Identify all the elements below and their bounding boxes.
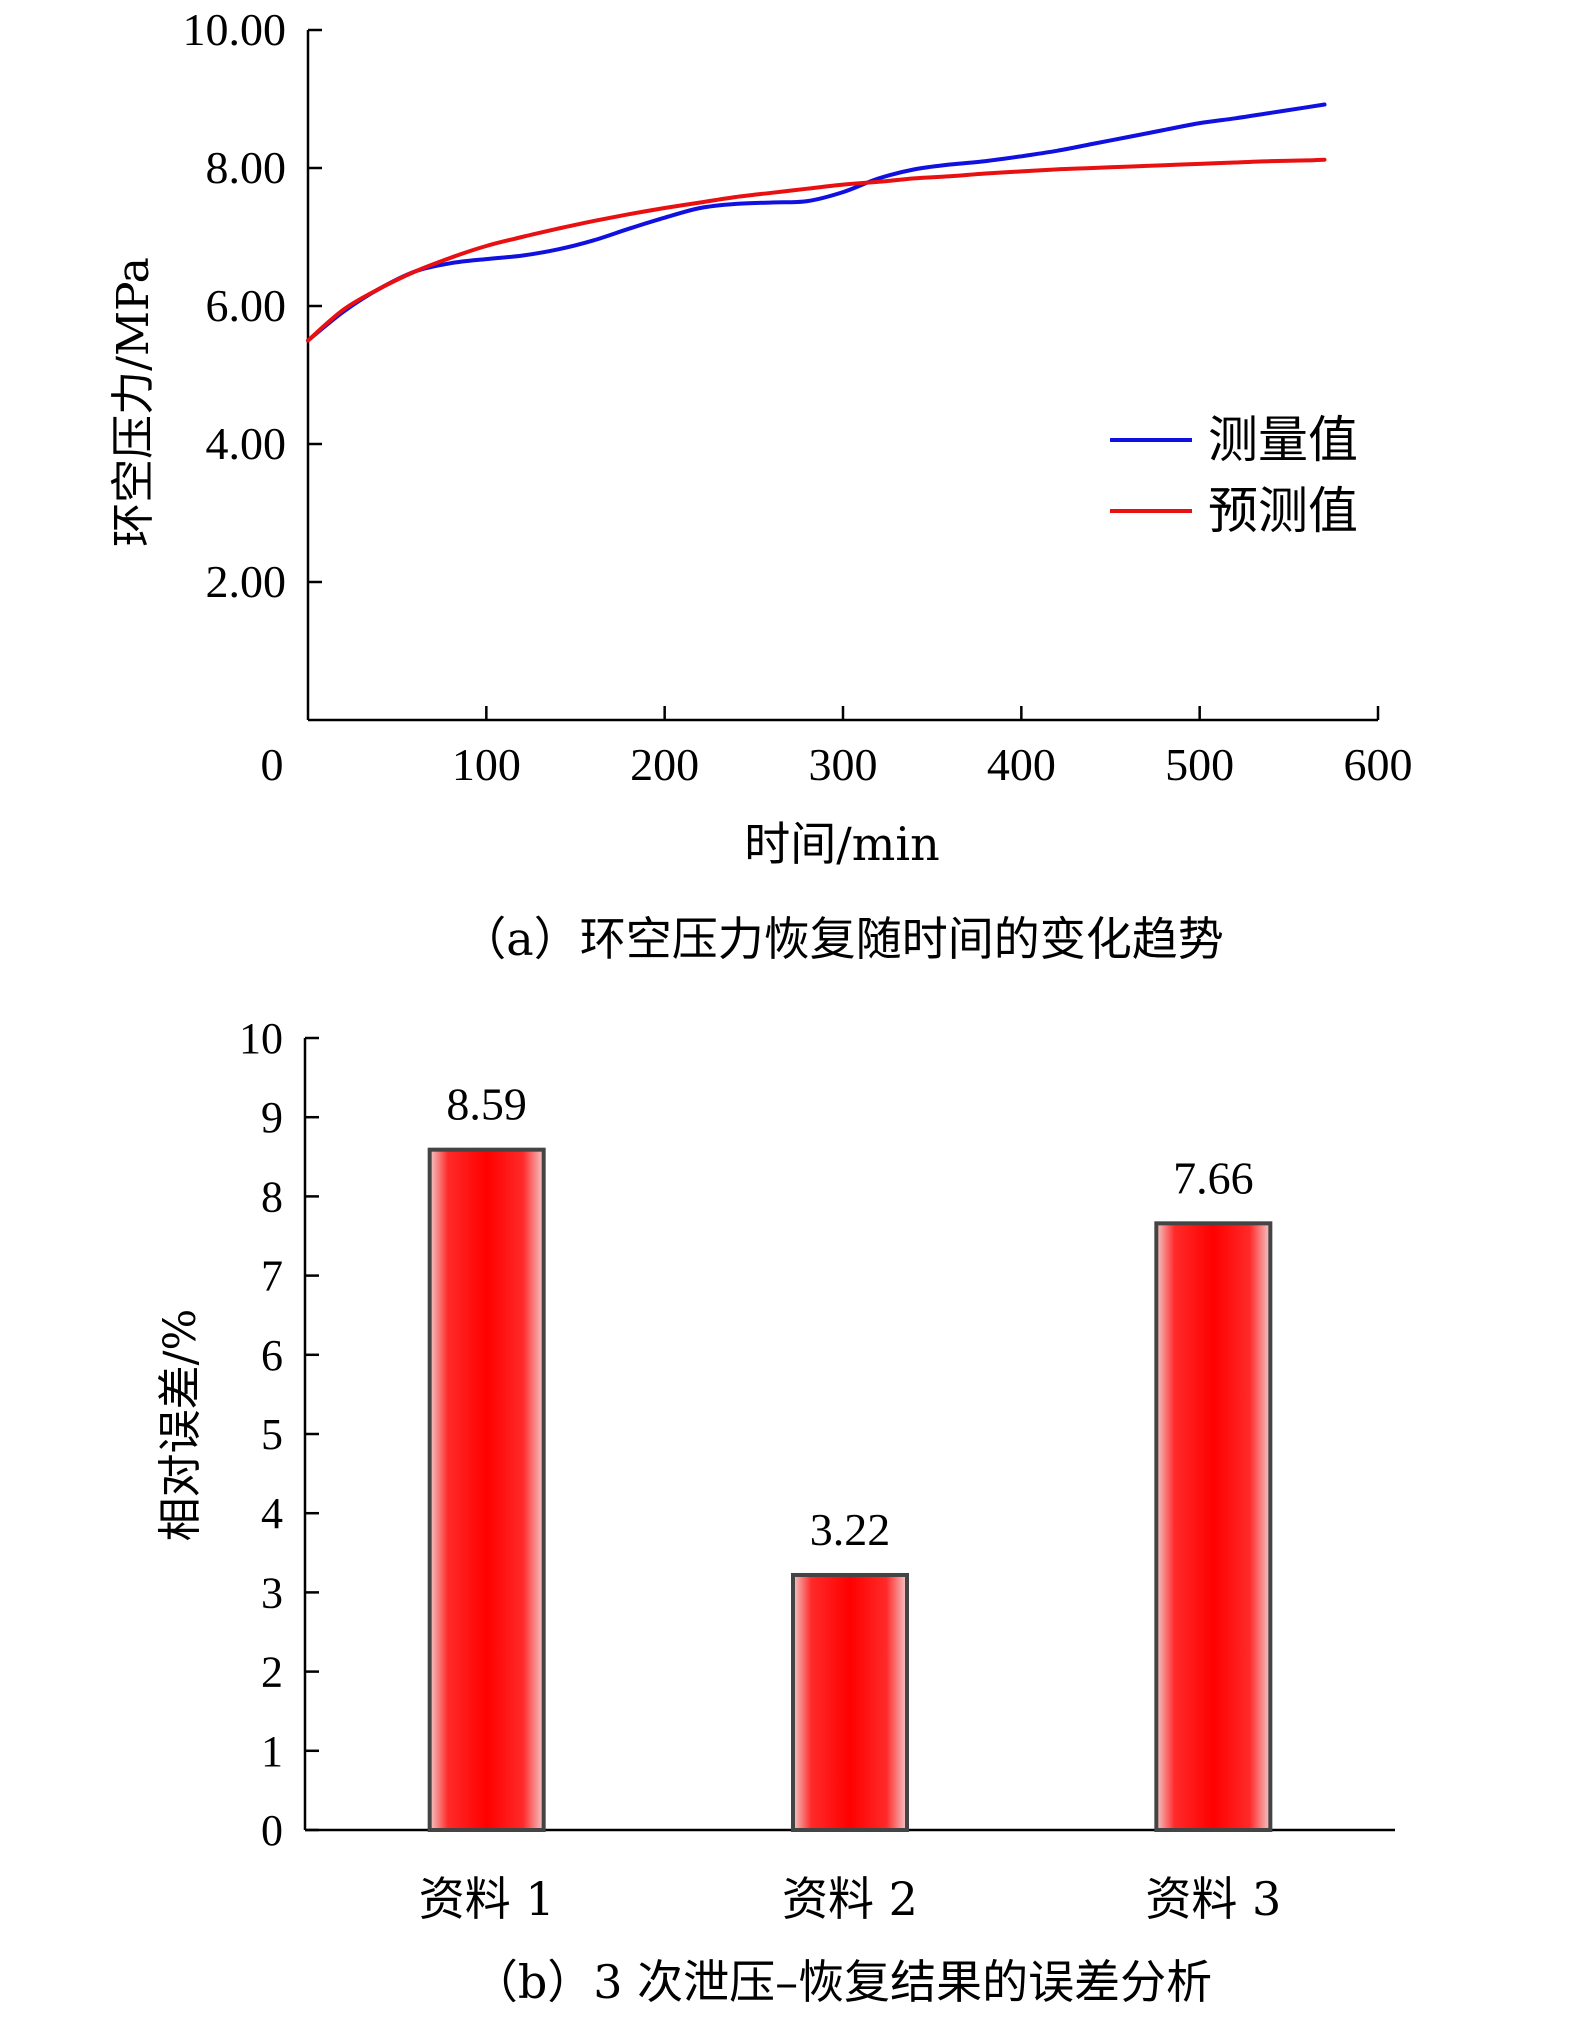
x-tick-labels: 0 100 200 300 400 500 600 (261, 739, 1413, 790)
series-lines (306, 102, 1327, 343)
y-tick-label: 6.00 (206, 280, 287, 331)
category-labels: 资料 1 资料 2 资料 3 (419, 1872, 1282, 1926)
category-label: 资料 1 (419, 1872, 555, 1926)
y-tick-label: 0 (261, 1806, 283, 1855)
x-tick-label: 300 (809, 739, 878, 790)
y-axis-label: 环空压力/MPa (108, 257, 159, 547)
y-tick-label: 2 (261, 1648, 283, 1697)
y-tick-label: 1 (261, 1727, 283, 1776)
bar-value-label: 3.22 (810, 1504, 891, 1555)
y-tick-label: 10.00 (183, 4, 287, 55)
bar-value-label: 8.59 (446, 1079, 527, 1130)
line-chart: 环空压力/MPa 2.00 4.00 6.00 8.00 10.00 0 100 200 30… (108, 4, 1413, 966)
x-tick-label: 500 (1165, 739, 1234, 790)
caption-b: （b）3 次泄压–恢复结果的误差分析 (472, 1955, 1212, 2009)
y-tick-labels: 0 1 2 3 4 5 6 7 8 9 10 (239, 1014, 283, 1855)
y-axis-label: 相对误差/% (155, 1309, 206, 1542)
axes (306, 28, 1380, 722)
bar (427, 1147, 546, 1832)
y-tick-label: 3 (261, 1568, 283, 1617)
bar-value-label: 7.66 (1173, 1152, 1254, 1203)
caption-a: （a）环空压力恢复随时间的变化趋势 (460, 912, 1223, 966)
y-tick-label: 9 (261, 1093, 283, 1142)
y-tick-label: 10 (239, 1014, 283, 1063)
bar (1154, 1221, 1273, 1832)
category-label: 资料 3 (1145, 1872, 1281, 1926)
category-label: 资料 2 (782, 1872, 918, 1926)
y-tick-label: 2.00 (206, 556, 287, 607)
series-line (306, 102, 1327, 343)
bar-value-labels: 8.59 3.22 7.66 (446, 1079, 1253, 1555)
bars (427, 1147, 1273, 1832)
x-tick-label: 400 (987, 739, 1056, 790)
y-tick-label: 6 (261, 1331, 283, 1380)
x-tick-label: 0 (261, 739, 284, 790)
series-line (306, 157, 1327, 343)
y-tick-label: 4.00 (206, 418, 287, 469)
x-tick-label: 200 (630, 739, 699, 790)
y-tick-label: 7 (261, 1252, 283, 1301)
y-tick-label: 8.00 (206, 142, 287, 193)
legend-label: 测量值 (1208, 411, 1358, 469)
x-axis-label: 时间/min (744, 817, 939, 871)
legend-label: 预测值 (1208, 482, 1358, 540)
bar (791, 1572, 909, 1832)
y-tick-label: 8 (261, 1172, 283, 1221)
x-tick-label: 100 (452, 739, 521, 790)
y-tick-label: 4 (261, 1489, 283, 1538)
x-tick-label: 600 (1344, 739, 1413, 790)
y-tick-labels: 2.00 4.00 6.00 8.00 10.00 (183, 4, 287, 607)
y-tick-label: 5 (261, 1410, 283, 1459)
